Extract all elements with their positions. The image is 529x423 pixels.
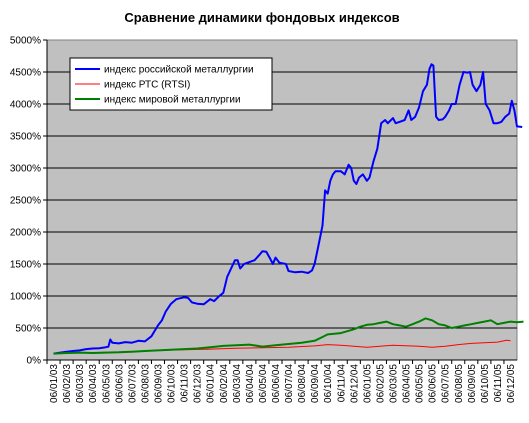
series-line-0 — [53, 63, 523, 355]
x-tick-label: 06/08/04 — [297, 364, 308, 403]
x-tick-label: 06/03/05 — [388, 364, 399, 403]
x-tick-label: 06/12/04 — [349, 364, 360, 403]
x-tick-label: 06/12/03 — [193, 364, 204, 403]
x-tick-label: 06/10/05 — [480, 364, 491, 403]
legend-label-0: индекс российской металлургии — [104, 65, 254, 76]
legend-label-1: индекс РТС (RTSI) — [104, 80, 190, 91]
legend-box — [69, 57, 273, 111]
x-tick-label: 06/03/03 — [75, 364, 86, 403]
y-tick-label: 1000% — [10, 292, 41, 303]
y-tick-label: 4500% — [10, 68, 41, 79]
x-tick-label: 06/07/04 — [284, 364, 295, 403]
y-tick-label: 500% — [15, 324, 41, 335]
y-tick-label: 1500% — [10, 260, 41, 271]
y-tick-label: 2000% — [10, 228, 41, 239]
x-tick-label: 06/04/04 — [245, 364, 256, 403]
x-tick-label: 06/10/03 — [167, 364, 178, 403]
x-tick-label: 06/06/05 — [428, 364, 439, 403]
y-tick-label: 2500% — [10, 196, 41, 207]
x-tick-label: 06/03/04 — [232, 364, 243, 403]
y-tick-label: 3500% — [10, 132, 41, 143]
series-lines — [53, 63, 524, 355]
x-tick-label: 06/04/05 — [402, 364, 413, 403]
chart-title: Сравнение динамики фондовых индексов — [124, 10, 399, 25]
x-tick-label: 06/09/04 — [310, 364, 321, 403]
x-tick-label: 06/09/03 — [153, 364, 164, 403]
x-tick-label: 06/06/03 — [114, 364, 125, 403]
x-tick-label: 06/07/05 — [441, 364, 452, 403]
y-tick-label: 5000% — [10, 36, 41, 47]
x-tick-label: 06/02/05 — [375, 364, 386, 403]
legend: индекс российской металлургии индекс РТС … — [69, 57, 273, 111]
x-tick-label: 06/10/04 — [323, 364, 334, 403]
x-tick-label: 06/05/05 — [415, 364, 426, 403]
x-tick-label: 06/11/03 — [180, 364, 191, 403]
x-tick-label: 06/04/03 — [88, 364, 99, 403]
x-tick-label: 06/02/03 — [62, 364, 73, 403]
series-line-2 — [53, 317, 524, 355]
x-tick-label: 06/08/03 — [140, 364, 151, 403]
legend-label-2: индекс мировой металлургии — [104, 95, 241, 106]
y-tick-label: 0% — [27, 356, 42, 367]
y-tick-label: 4000% — [10, 100, 41, 111]
x-tick-label: 06/11/05 — [493, 364, 504, 403]
x-tick-label: 06/05/03 — [101, 364, 112, 403]
x-tick-label: 06/08/05 — [454, 364, 465, 403]
x-tick-label: 06/01/04 — [206, 364, 217, 403]
x-tick-label: 06/12/05 — [506, 364, 517, 403]
x-tick-label: 06/05/04 — [258, 364, 269, 403]
x-tick-label: 06/01/05 — [362, 364, 373, 403]
x-tick-label: 06/02/04 — [219, 364, 230, 403]
x-tick-label: 06/11/04 — [336, 364, 347, 403]
x-tick-label: 06/07/03 — [127, 364, 138, 403]
y-tick-label: 3000% — [10, 164, 41, 175]
x-tick-label: 06/01/03 — [49, 364, 60, 403]
x-tick-label: 06/06/04 — [271, 364, 282, 403]
x-tick-label: 06/09/05 — [467, 364, 478, 403]
x-axis-ticks: 06/01/03 06/02/03 06/03/03 06/04/03 06/05/03… — [46, 360, 517, 403]
